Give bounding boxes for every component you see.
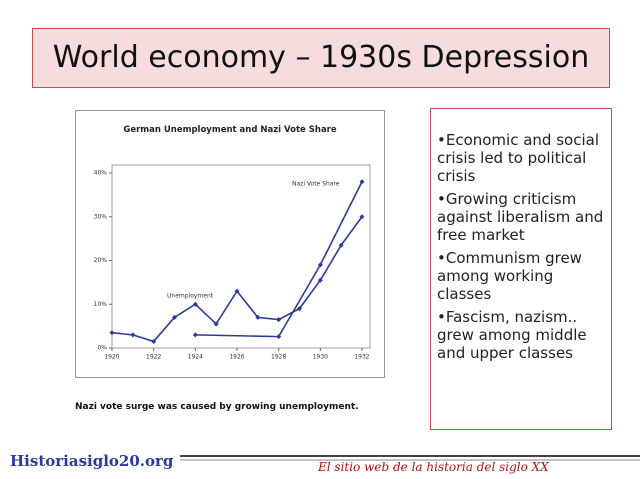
- x-tick-label: 1932: [354, 354, 369, 361]
- chart-title: German Unemployment and Nazi Vote Share: [123, 125, 337, 135]
- y-tick-label: 10%: [94, 301, 108, 308]
- plot-frame: [111, 164, 371, 349]
- bullet: •Communism grew among working classes: [437, 249, 582, 303]
- x-tick-label: 1928: [271, 354, 286, 361]
- data-point: [130, 332, 136, 338]
- bullet: •Economic and social crisis led to polit…: [437, 131, 599, 185]
- slide-title: World economy – 1930s Depression: [32, 28, 610, 88]
- data-point: [359, 214, 365, 220]
- series-line: [195, 181, 363, 338]
- data-point: [192, 301, 198, 307]
- data-point: [317, 262, 323, 268]
- data-point: [213, 321, 219, 327]
- data-point: [172, 314, 177, 320]
- data-point: [234, 288, 240, 294]
- data-point: [276, 334, 282, 340]
- data-point: [109, 330, 115, 336]
- x-tick-label: 1924: [188, 354, 203, 361]
- x-tick-label: 1930: [313, 354, 328, 361]
- y-tick-label: 20%: [94, 257, 108, 264]
- chart: 0% 10% 20% 30% 40% 1920 1922 1924 1926 1928 1930 19…: [94, 164, 371, 361]
- text-box: •Economic and social crisis led to polit…: [430, 108, 612, 430]
- y-tick-label: 0%: [97, 345, 107, 352]
- y-tick-label: 40%: [94, 170, 108, 177]
- bullet: •Growing criticism against liberalism an…: [437, 190, 604, 244]
- x-tick-label: 1920: [104, 354, 119, 361]
- data-point: [151, 338, 157, 344]
- chart-caption: Nazi vote surge was caused by growing un…: [75, 402, 359, 412]
- data-point: [192, 332, 198, 338]
- data-point: [297, 306, 302, 312]
- footer-site: Historiasiglo20.org: [10, 452, 174, 470]
- series-label: Nazi Vote Share: [292, 181, 340, 188]
- x-tick-label: 1926: [229, 354, 244, 361]
- bullet-list: •Economic and social crisis led to polit…: [431, 109, 611, 362]
- y-tick-label: 30%: [94, 213, 108, 220]
- data-point: [359, 179, 365, 185]
- data-point: [317, 277, 323, 283]
- data-point: [276, 317, 282, 323]
- footer-rule: [180, 455, 640, 461]
- series-label: Unemployment: [167, 293, 214, 300]
- chart-frame: [75, 110, 385, 378]
- footer-tagline: El sitio web de la historia del siglo XX: [318, 460, 549, 474]
- data-point: [338, 242, 344, 248]
- bullet: •Fascism, nazism.. grew among middle and…: [437, 308, 587, 362]
- x-tick-label: 1922: [146, 354, 161, 361]
- series-line: [111, 216, 363, 343]
